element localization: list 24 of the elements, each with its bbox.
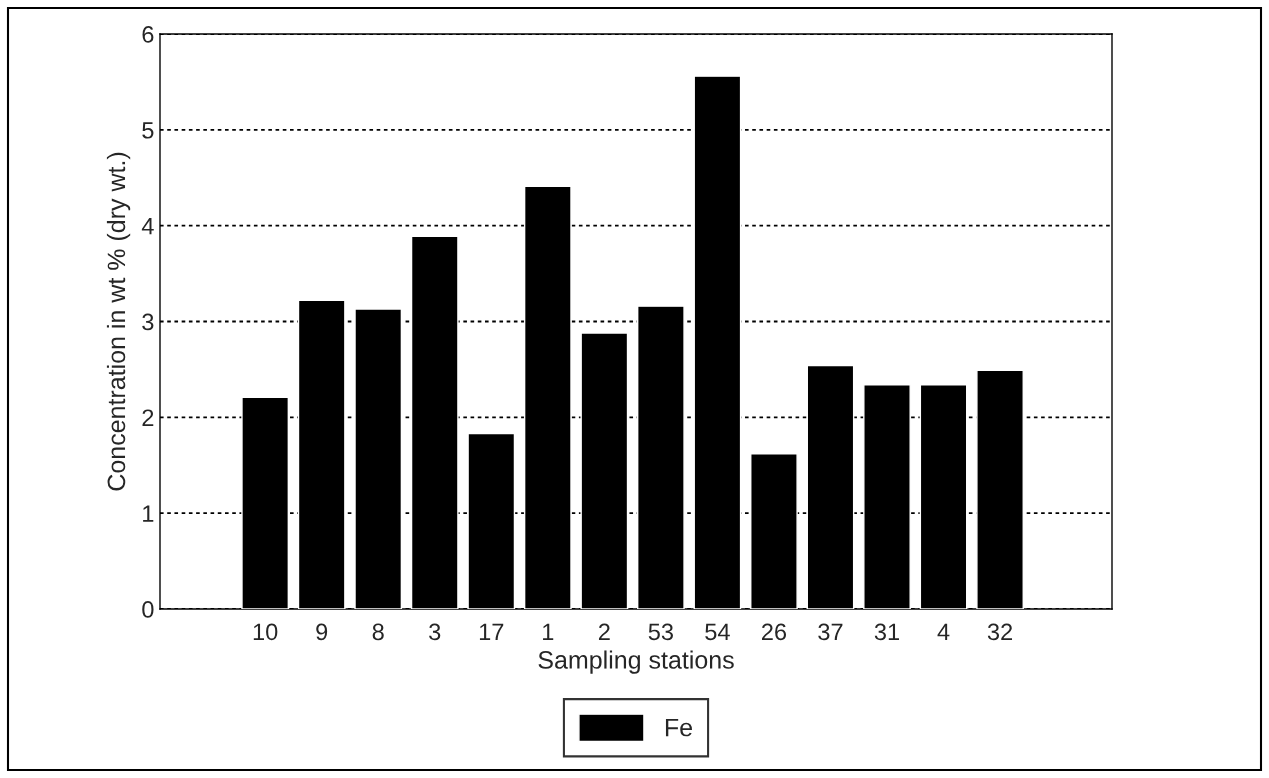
y-tick-label: 2 — [142, 409, 154, 426]
x-tick-label: 2 — [598, 623, 610, 640]
legend-label: Fe — [665, 718, 692, 737]
x-tick-label: 53 — [648, 623, 673, 641]
x-tick-label: 3 — [429, 623, 441, 641]
y-tick-label: 1 — [143, 505, 154, 522]
y-tick-label: 6 — [142, 26, 154, 43]
y-tick-label: 3 — [142, 313, 154, 331]
x-tick-label: 26 — [762, 623, 787, 641]
y-axis-title: Concentration in wt % (dry wt.) — [106, 152, 131, 491]
x-tick-label: 54 — [705, 623, 730, 641]
x-tick-label: 37 — [818, 623, 843, 641]
x-tick-label: 17 — [479, 623, 504, 640]
y-tick-label: 0 — [142, 601, 154, 618]
x-tick-label: 4 — [937, 623, 950, 640]
x-tick-label: 32 — [987, 623, 1013, 641]
x-tick-label: 10 — [253, 623, 278, 641]
x-tick-label: 9 — [316, 623, 328, 641]
x-tick-label: 31 — [874, 623, 899, 641]
x-tick-label: 1 — [543, 623, 554, 640]
y-tick-label: 5 — [142, 122, 154, 139]
y-tick-label: 4 — [141, 217, 154, 235]
x-tick-label: 8 — [372, 623, 384, 641]
x-axis-title: Sampling stations — [538, 650, 734, 674]
